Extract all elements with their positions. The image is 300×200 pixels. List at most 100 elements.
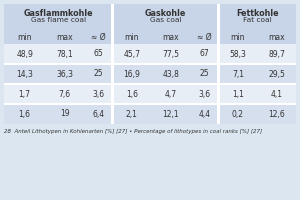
Text: 6,4: 6,4 [92,110,104,118]
Bar [45,30,84,44]
Bar [84,44,112,64]
Text: Fettkohle: Fettkohle [236,9,279,18]
Text: 1,6: 1,6 [126,90,138,98]
Bar [218,104,257,124]
Text: 7,1: 7,1 [232,70,244,78]
Bar [217,104,220,124]
Bar [112,4,218,30]
Bar [112,104,151,124]
Text: Gas coal: Gas coal [150,18,181,23]
Text: 25: 25 [94,70,103,78]
Bar [111,84,114,104]
Text: 7,6: 7,6 [59,90,71,98]
Bar [217,44,220,64]
Bar [45,104,84,124]
Text: 1,6: 1,6 [19,110,31,118]
Text: 78,1: 78,1 [56,49,73,58]
Text: ≈ Ø: ≈ Ø [197,32,212,42]
Bar [84,64,112,84]
Text: max: max [268,32,285,42]
Bar [84,30,112,44]
Bar [151,84,190,104]
Bar [218,64,257,84]
Bar [217,4,220,44]
Bar [151,104,190,124]
Text: min: min [125,32,139,42]
Text: 1,1: 1,1 [232,90,244,98]
Bar [112,84,151,104]
Text: 45,7: 45,7 [123,49,140,58]
Bar [190,44,218,64]
Bar [4,104,45,124]
Bar [190,64,218,84]
Text: 4,1: 4,1 [271,90,283,98]
Bar [217,84,220,104]
Text: 58,3: 58,3 [230,49,246,58]
Bar [112,44,151,64]
Text: 12,1: 12,1 [162,110,179,118]
Bar [111,4,114,44]
Bar [257,44,296,64]
Text: max: max [56,32,73,42]
Bar [4,83,296,85]
Bar [45,84,84,104]
Bar [190,84,218,104]
Bar [4,4,112,30]
Text: 48,9: 48,9 [16,49,33,58]
Text: 4,7: 4,7 [165,90,177,98]
Bar [111,64,114,84]
Text: 3,6: 3,6 [92,90,104,98]
Text: 16,9: 16,9 [124,70,140,78]
Bar [84,104,112,124]
Bar [45,64,84,84]
Text: Gasflammkohle: Gasflammkohle [23,9,93,18]
Text: 36,3: 36,3 [56,70,73,78]
Bar [151,30,190,44]
Bar [4,30,45,44]
Bar [218,84,257,104]
Bar [45,44,84,64]
Text: 29,5: 29,5 [268,70,285,78]
Bar [112,30,151,44]
Bar [257,30,296,44]
Text: 89,7: 89,7 [268,49,285,58]
Bar [4,63,296,65]
Text: 65: 65 [93,49,103,58]
Bar [4,64,45,84]
Text: 67: 67 [200,49,209,58]
Bar [257,84,296,104]
Text: min: min [17,32,32,42]
Bar [111,44,114,64]
Bar [257,104,296,124]
Bar [190,104,218,124]
Bar [257,64,296,84]
Text: 28  Anteil Lithotypen in Kohlenarten [%] [27] • Percentage of lithotypes in coal: 28 Anteil Lithotypen in Kohlenarten [%] … [4,130,262,134]
Text: 43,8: 43,8 [162,70,179,78]
Text: Gaskohle: Gaskohle [145,9,186,18]
Text: 1,7: 1,7 [19,90,31,98]
Text: min: min [231,32,245,42]
Bar [111,104,114,124]
Text: 12,6: 12,6 [268,110,285,118]
Text: Fat coal: Fat coal [243,18,272,23]
Text: 25: 25 [200,70,209,78]
Text: 77,5: 77,5 [162,49,179,58]
Bar [190,30,218,44]
Text: 14,3: 14,3 [16,70,33,78]
Text: 4,4: 4,4 [198,110,210,118]
Bar [112,64,151,84]
Text: ≈ Ø: ≈ Ø [91,32,106,42]
Text: max: max [162,32,179,42]
Text: 3,6: 3,6 [198,90,210,98]
Bar [151,44,190,64]
Text: 0,2: 0,2 [232,110,244,118]
Bar [4,44,45,64]
Bar [4,84,45,104]
Bar [217,64,220,84]
Text: 2,1: 2,1 [126,110,138,118]
Bar [218,30,257,44]
Bar [218,44,257,64]
Bar [84,84,112,104]
Text: Gas flame coal: Gas flame coal [31,18,86,23]
Text: 19: 19 [60,110,70,118]
